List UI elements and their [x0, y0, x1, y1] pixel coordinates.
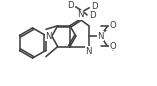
Text: O: O	[109, 42, 116, 51]
Text: D: D	[91, 2, 97, 11]
Text: N: N	[86, 47, 92, 56]
Text: O: O	[109, 21, 116, 30]
Text: +: +	[103, 28, 108, 33]
Text: D: D	[89, 11, 95, 20]
Text: N: N	[97, 32, 104, 41]
Text: N: N	[45, 32, 52, 41]
Text: N: N	[77, 10, 83, 19]
Text: -: -	[111, 48, 114, 53]
Text: D: D	[67, 1, 74, 10]
